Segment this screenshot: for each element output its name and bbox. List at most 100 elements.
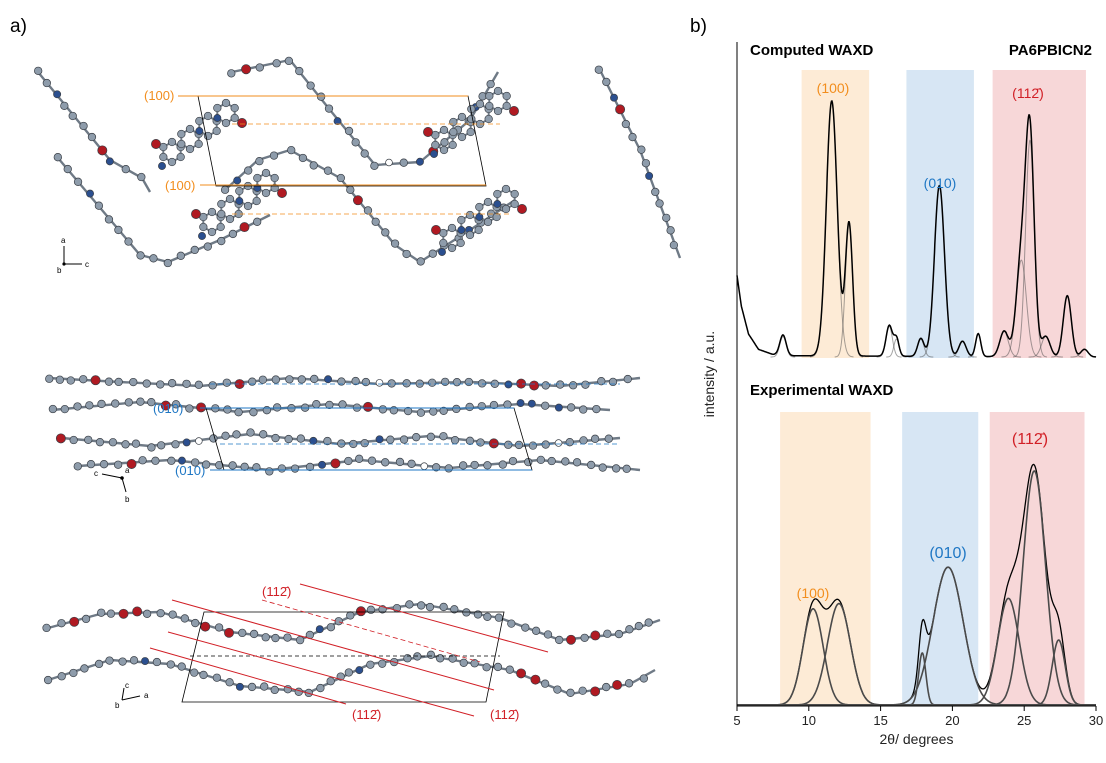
atom [338, 400, 347, 409]
atom [99, 460, 109, 469]
atom [84, 435, 93, 444]
atom [344, 668, 353, 677]
atom [214, 623, 224, 632]
atom [366, 605, 376, 614]
atom [541, 381, 550, 390]
atom [554, 439, 563, 447]
atom [510, 189, 519, 199]
atom [363, 401, 373, 412]
atom [439, 602, 448, 612]
atom [118, 657, 127, 666]
atom [489, 400, 499, 410]
atom [151, 456, 160, 465]
atom [252, 196, 261, 206]
atom [579, 436, 588, 445]
atom [87, 132, 97, 142]
atom [390, 239, 400, 248]
atom [426, 432, 436, 441]
atom [177, 129, 186, 139]
peak-label: (112̄) [1012, 85, 1044, 101]
atom [158, 162, 166, 170]
atom [79, 375, 88, 384]
atom [475, 213, 484, 221]
atom [152, 657, 162, 667]
atom [565, 438, 574, 447]
atom [261, 188, 271, 198]
atom [447, 223, 457, 233]
atom [625, 625, 634, 634]
atom [190, 245, 199, 255]
plane-label-100: (100) [165, 178, 195, 193]
atom [235, 197, 244, 205]
atom [270, 685, 279, 695]
atom [356, 606, 366, 617]
atom [456, 238, 465, 248]
atom [324, 375, 332, 384]
atom [431, 225, 441, 235]
atom [484, 114, 493, 124]
atom [651, 187, 660, 197]
peak-label: (010) [924, 175, 957, 191]
atom [244, 166, 253, 175]
atom [527, 399, 536, 408]
atom [360, 149, 369, 158]
atom [272, 403, 282, 412]
atom [221, 431, 230, 440]
atom [191, 618, 200, 628]
atom [415, 157, 424, 166]
atom [494, 613, 504, 622]
highlight-region [902, 412, 979, 706]
atom [104, 377, 114, 386]
atom [477, 379, 487, 388]
atom [493, 189, 502, 199]
atom [97, 399, 106, 409]
atom [423, 127, 433, 137]
panel-b-waxd-chart: b) Computed WAXD Experimental WAXD (100) (01… [690, 16, 1103, 747]
atom [60, 404, 69, 414]
atom [108, 438, 118, 447]
atom [272, 59, 281, 68]
axis-label: a [61, 236, 66, 245]
atom [381, 228, 390, 237]
highlight-region [801, 70, 870, 358]
atom [295, 66, 304, 76]
axis-arrow [101, 473, 123, 479]
atom [579, 405, 588, 414]
atom [94, 201, 104, 210]
atom [194, 380, 203, 389]
atom [156, 609, 165, 618]
plane-label-112: (112̄) [262, 584, 291, 599]
atom [310, 374, 319, 384]
atom [195, 127, 204, 135]
atom [121, 440, 130, 449]
atom [271, 375, 280, 384]
atom [475, 202, 484, 212]
atom [482, 663, 491, 672]
atom [580, 633, 589, 643]
atom [634, 621, 644, 631]
peak-label: (112̄) [1012, 431, 1048, 448]
atom [252, 463, 261, 472]
atom [234, 408, 243, 417]
atom [604, 434, 613, 443]
axis-label: b [125, 495, 130, 504]
atom [259, 430, 268, 439]
atom [529, 380, 540, 391]
atom [498, 460, 507, 469]
atom [426, 650, 436, 659]
atom [395, 457, 405, 467]
atom [121, 165, 130, 174]
atom [97, 145, 108, 156]
atom [43, 675, 53, 685]
atom [351, 138, 360, 147]
atom [315, 625, 324, 634]
computed-waxd-title: Computed WAXD [750, 42, 873, 59]
atom [516, 399, 525, 407]
x-tick-label: 20 [945, 713, 959, 728]
atom [457, 215, 466, 225]
atom [55, 433, 66, 444]
atom [163, 258, 172, 268]
atom [237, 118, 247, 128]
atom [305, 462, 315, 472]
